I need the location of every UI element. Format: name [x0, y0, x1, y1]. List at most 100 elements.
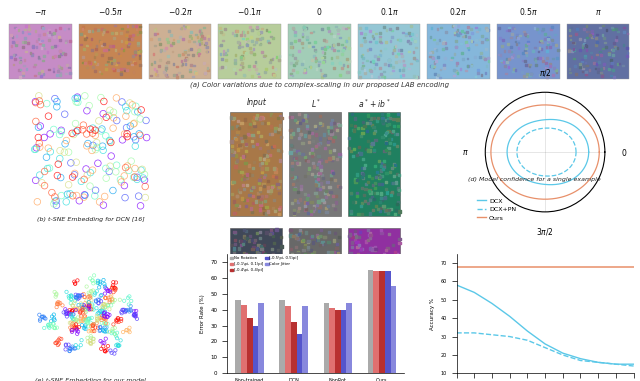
Point — [49, 69, 59, 75]
Point — [11, 40, 21, 46]
Point — [237, 291, 247, 297]
Point — [567, 40, 577, 46]
Point — [244, 24, 255, 30]
Point — [326, 128, 336, 134]
Point — [179, 25, 189, 31]
Point — [238, 171, 248, 177]
Point — [234, 125, 244, 131]
Point — [221, 51, 232, 58]
Point — [435, 74, 445, 80]
Point — [301, 26, 311, 32]
Point — [319, 322, 330, 328]
Point — [380, 132, 390, 138]
Point — [298, 45, 308, 51]
Point — [246, 172, 257, 178]
Point — [152, 72, 163, 78]
Point — [446, 56, 456, 62]
Point — [90, 26, 100, 32]
Point — [364, 232, 374, 238]
Point — [587, 34, 597, 40]
Point — [44, 37, 54, 43]
Point — [150, 71, 161, 77]
Point — [316, 296, 326, 302]
Point — [381, 247, 391, 253]
Point — [319, 304, 329, 311]
Point — [450, 23, 460, 29]
Point — [380, 322, 390, 328]
Point — [97, 52, 108, 58]
Point — [296, 282, 306, 288]
Point — [261, 193, 271, 199]
Point — [329, 120, 339, 126]
Point — [236, 238, 246, 244]
Point — [385, 38, 396, 44]
Point — [295, 255, 305, 261]
Point — [61, 70, 72, 77]
Point — [341, 38, 351, 44]
Point — [44, 66, 54, 72]
Point — [249, 51, 259, 58]
Point — [429, 45, 440, 51]
Legend: DCX, DCX+PN, Ours: DCX, DCX+PN, Ours — [474, 196, 518, 223]
Point — [78, 59, 88, 66]
Point — [381, 147, 391, 153]
Point — [333, 326, 343, 332]
Point — [369, 244, 380, 250]
Point — [255, 133, 265, 139]
Point — [234, 40, 244, 46]
Point — [320, 72, 330, 78]
Point — [377, 181, 387, 187]
Point — [96, 39, 106, 45]
Point — [329, 237, 339, 243]
Point — [269, 143, 279, 149]
Point — [180, 48, 190, 54]
Point — [15, 74, 26, 80]
Point — [321, 266, 332, 272]
Point — [292, 119, 302, 125]
Point — [11, 42, 21, 48]
Point — [436, 24, 446, 30]
Point — [326, 176, 336, 182]
Point — [309, 163, 319, 170]
Point — [358, 37, 368, 43]
Point — [393, 111, 403, 117]
Point — [185, 33, 195, 39]
Point — [257, 297, 267, 303]
Point — [267, 318, 277, 324]
Point — [237, 314, 247, 320]
Point — [230, 269, 241, 275]
Point — [407, 31, 417, 37]
Point — [273, 181, 283, 187]
Point — [404, 32, 415, 38]
Point — [161, 45, 172, 51]
Point — [244, 261, 255, 267]
Point — [608, 26, 618, 32]
Point — [365, 210, 376, 216]
Point — [133, 42, 143, 48]
Point — [355, 229, 365, 235]
Point — [293, 160, 303, 166]
Point — [607, 60, 617, 66]
Point — [532, 26, 542, 32]
Point — [387, 165, 397, 171]
Point — [324, 184, 335, 190]
Point — [255, 202, 266, 208]
Point — [352, 152, 362, 158]
Point — [548, 41, 558, 47]
Point — [493, 25, 504, 31]
Point — [285, 149, 296, 155]
Point — [250, 114, 260, 120]
Point — [396, 50, 406, 56]
Point — [363, 291, 373, 297]
Point — [294, 150, 304, 156]
Point — [540, 36, 550, 42]
Point — [304, 39, 314, 45]
Point — [305, 286, 316, 292]
Point — [240, 117, 250, 123]
Point — [150, 26, 161, 32]
Point — [623, 30, 633, 37]
Point — [383, 145, 394, 151]
Point — [266, 253, 276, 259]
Point — [380, 46, 390, 52]
Point — [113, 50, 124, 56]
